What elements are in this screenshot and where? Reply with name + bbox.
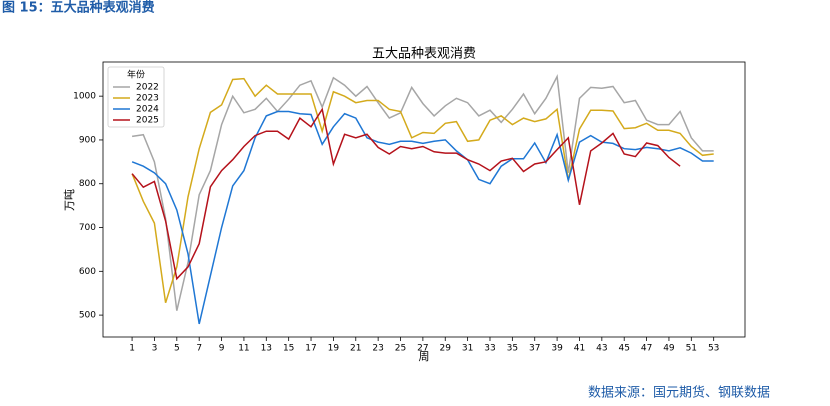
x-tick-label: 3 (152, 344, 158, 354)
y-tick-label: 800 (79, 179, 96, 189)
x-axis-label: 周 (419, 350, 430, 363)
x-tick-label: 23 (372, 344, 383, 354)
x-tick-label: 19 (328, 344, 340, 354)
source: 数据来源：国元期货、钢联数据 (588, 385, 770, 401)
series-line (131, 110, 714, 325)
legend-label: 2023 (136, 94, 159, 104)
x-tick-label: 33 (484, 344, 495, 354)
chart-title: 五大品种表观消费 (372, 47, 476, 62)
y-tick-label: 600 (79, 267, 96, 277)
x-tick-label: 43 (596, 344, 607, 354)
x-tick-label: 45 (618, 344, 629, 354)
x-tick-label: 27 (417, 344, 428, 354)
y-tick-label: 1000 (73, 92, 96, 102)
x-tick-label: 17 (305, 344, 316, 354)
legend-label: 2025 (136, 116, 159, 126)
x-tick-label: 53 (708, 344, 719, 354)
x-tick-label: 13 (261, 344, 272, 354)
legend-label: 2022 (136, 83, 159, 93)
x-tick-label: 21 (350, 344, 361, 354)
caption: 图 15：五大品种表观消费 (2, 0, 155, 16)
y-tick-label: 900 (79, 135, 96, 145)
x-tick-label: 9 (219, 344, 225, 354)
y-tick-label: 500 (79, 311, 96, 321)
legend-box (107, 66, 165, 128)
x-tick-label: 1 (129, 344, 135, 354)
plot-frame (102, 61, 746, 338)
x-tick-label: 51 (686, 344, 697, 354)
x-tick-label: 49 (663, 344, 675, 354)
x-tick-label: 39 (551, 344, 563, 354)
x-tick-label: 37 (529, 344, 540, 354)
x-tick-label: 35 (507, 344, 518, 354)
y-tick-label: 700 (79, 223, 96, 233)
x-tick-label: 47 (641, 344, 652, 354)
x-tick-label: 15 (283, 344, 294, 354)
x-tick-label: 25 (395, 344, 406, 354)
x-tick-label: 41 (574, 344, 585, 354)
series-line (131, 107, 681, 281)
series-line (131, 77, 714, 304)
series-line (131, 73, 714, 311)
x-tick-label: 31 (462, 344, 473, 354)
x-tick-label: 7 (196, 344, 202, 354)
legend-label: 2024 (136, 105, 159, 115)
x-tick-label: 29 (440, 344, 452, 354)
x-tick-label: 5 (174, 344, 180, 354)
y-axis-label: 万吨 (63, 189, 76, 211)
x-tick-label: 11 (238, 344, 249, 354)
legend-title: 年份 (127, 69, 145, 81)
